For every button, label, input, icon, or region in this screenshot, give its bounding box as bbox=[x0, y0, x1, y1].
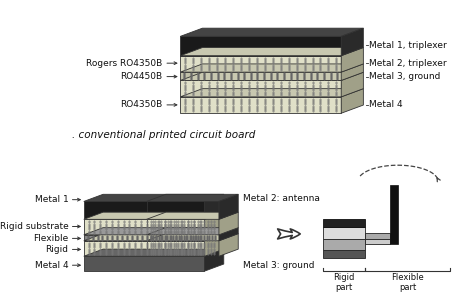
Polygon shape bbox=[84, 194, 224, 201]
Text: RO4350B: RO4350B bbox=[120, 100, 162, 109]
Polygon shape bbox=[146, 241, 219, 256]
Text: Metal 2, triplexer: Metal 2, triplexer bbox=[369, 59, 446, 68]
Polygon shape bbox=[84, 234, 224, 241]
Polygon shape bbox=[84, 249, 224, 256]
Polygon shape bbox=[341, 48, 364, 72]
Text: Metal 4: Metal 4 bbox=[369, 100, 402, 109]
Polygon shape bbox=[146, 212, 238, 219]
Polygon shape bbox=[219, 234, 238, 256]
Text: Metal 3: ground: Metal 3: ground bbox=[244, 261, 315, 270]
Polygon shape bbox=[84, 219, 204, 235]
Text: Flexible: Flexible bbox=[33, 234, 68, 243]
Text: Metal 2: antenna: Metal 2: antenna bbox=[244, 194, 320, 203]
Polygon shape bbox=[180, 56, 341, 72]
Polygon shape bbox=[84, 201, 204, 219]
Text: Metal 4: Metal 4 bbox=[35, 261, 68, 270]
Polygon shape bbox=[146, 235, 219, 241]
Polygon shape bbox=[180, 72, 364, 80]
Polygon shape bbox=[146, 194, 238, 201]
Polygon shape bbox=[180, 36, 341, 56]
Bar bbox=[390, 184, 398, 244]
Polygon shape bbox=[204, 212, 224, 235]
Polygon shape bbox=[180, 89, 364, 97]
Polygon shape bbox=[146, 228, 238, 235]
Polygon shape bbox=[341, 28, 364, 56]
Text: Rigid: Rigid bbox=[46, 245, 68, 254]
Polygon shape bbox=[341, 64, 364, 80]
Text: Metal 1: Metal 1 bbox=[35, 195, 68, 204]
Polygon shape bbox=[219, 228, 238, 241]
Bar bbox=[365, 238, 390, 244]
Polygon shape bbox=[180, 64, 364, 72]
Text: Metal 3, ground: Metal 3, ground bbox=[369, 72, 440, 81]
Text: RO4450B: RO4450B bbox=[120, 72, 162, 81]
Bar bbox=[323, 227, 365, 238]
Polygon shape bbox=[84, 235, 204, 241]
Polygon shape bbox=[84, 228, 224, 235]
Polygon shape bbox=[180, 28, 364, 36]
Bar bbox=[323, 238, 365, 250]
Polygon shape bbox=[146, 219, 219, 235]
Polygon shape bbox=[84, 256, 204, 271]
Bar bbox=[365, 233, 390, 238]
Polygon shape bbox=[84, 212, 224, 219]
Polygon shape bbox=[341, 72, 364, 97]
Polygon shape bbox=[341, 89, 364, 113]
Polygon shape bbox=[204, 249, 224, 271]
Text: Rigid
part: Rigid part bbox=[334, 273, 355, 292]
Polygon shape bbox=[219, 194, 238, 219]
Bar bbox=[323, 219, 365, 227]
Polygon shape bbox=[204, 194, 224, 219]
Polygon shape bbox=[84, 241, 204, 256]
Polygon shape bbox=[146, 201, 219, 219]
Polygon shape bbox=[180, 97, 341, 113]
Polygon shape bbox=[180, 80, 341, 97]
Polygon shape bbox=[180, 72, 341, 80]
Text: . conventional printed circuit board: . conventional printed circuit board bbox=[72, 130, 255, 140]
Polygon shape bbox=[204, 234, 224, 256]
Polygon shape bbox=[146, 234, 238, 241]
Polygon shape bbox=[219, 212, 238, 235]
Text: Metal 1, triplexer: Metal 1, triplexer bbox=[369, 41, 447, 50]
Text: Rogers RO4350B: Rogers RO4350B bbox=[86, 59, 162, 68]
Polygon shape bbox=[204, 228, 224, 241]
Polygon shape bbox=[180, 48, 364, 56]
Text: Rigid substrate: Rigid substrate bbox=[0, 222, 68, 231]
Text: Flexible
part: Flexible part bbox=[391, 273, 424, 292]
Bar bbox=[323, 250, 365, 258]
